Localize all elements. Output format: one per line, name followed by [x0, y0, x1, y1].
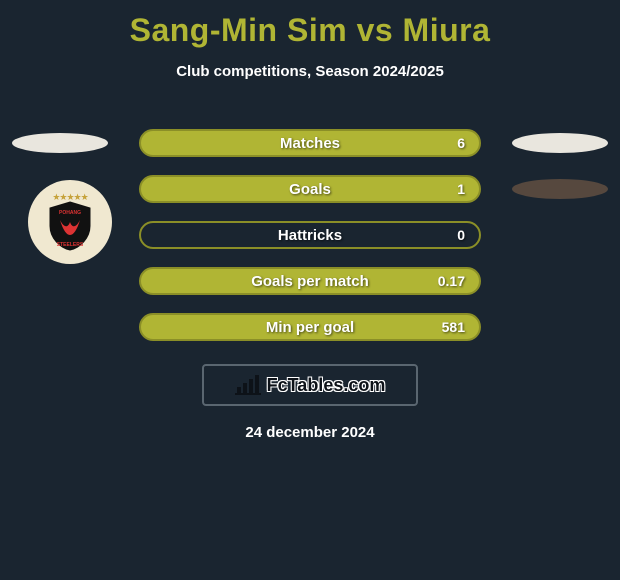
stat-value: 1	[457, 181, 465, 197]
stats-container: Matches6Goals1★★★★★POHANGSTEELERSHattric…	[0, 120, 620, 350]
logo-text: FcTables.com	[267, 375, 386, 396]
stat-label: Goals per match	[251, 273, 369, 290]
stat-label: Matches	[280, 135, 340, 152]
stat-bar: Hattricks 0	[139, 221, 481, 249]
player-ellipse-right	[512, 133, 608, 153]
stat-value: 6	[457, 135, 465, 151]
stat-label: Min per goal	[266, 319, 354, 336]
stat-row: Goals per match 0.17	[0, 258, 620, 304]
stat-value: 0	[457, 227, 465, 243]
player-ellipse-left	[12, 133, 108, 153]
site-logo: FcTables.com	[202, 364, 418, 406]
stat-row: Min per goal 581	[0, 304, 620, 350]
bar-chart-icon	[235, 375, 261, 395]
stat-label: Goals	[289, 181, 331, 198]
player-ellipse-right	[512, 179, 608, 199]
stat-bar: Goals per match 0.17	[139, 267, 481, 295]
stat-bar: Matches 6	[139, 129, 481, 157]
page-title: Sang-Min Sim vs Miura	[0, 0, 620, 49]
stat-value: 581	[442, 319, 465, 335]
stat-bar: Goals 1	[139, 175, 481, 203]
stat-row: Goals1★★★★★POHANGSTEELERS	[0, 166, 620, 212]
stat-label: Hattricks	[278, 227, 342, 244]
stat-bar: Min per goal 581	[139, 313, 481, 341]
page-subtitle: Club competitions, Season 2024/2025	[0, 63, 620, 80]
stat-row: Hattricks 0	[0, 212, 620, 258]
stat-value: 0.17	[438, 273, 465, 289]
stat-row: Matches 6	[0, 120, 620, 166]
date-text: 24 december 2024	[0, 424, 620, 441]
